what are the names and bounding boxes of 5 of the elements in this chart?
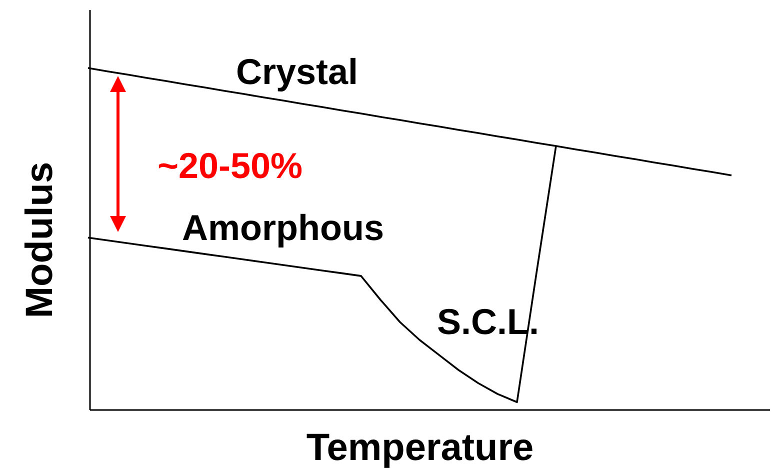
series-label: Crystal xyxy=(236,51,358,92)
y-axis-title: Modulus xyxy=(19,162,61,318)
series-label: Amorphous xyxy=(182,207,384,248)
x-axis-title: Temperature xyxy=(306,427,534,469)
annotation: ~20-50% xyxy=(157,145,303,186)
